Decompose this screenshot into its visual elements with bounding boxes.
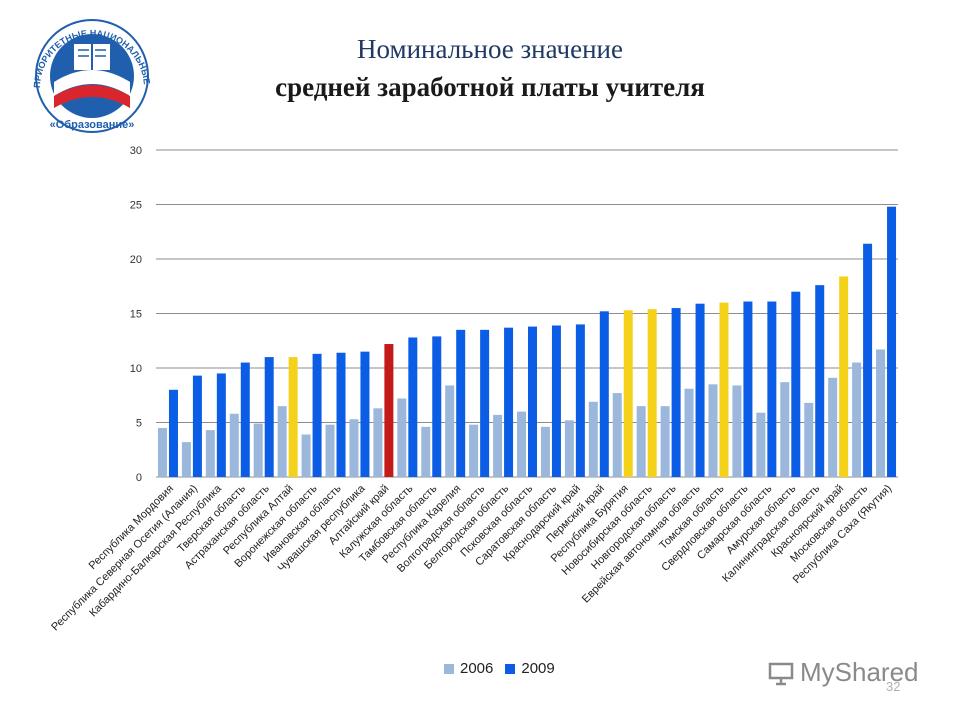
bar-2006 bbox=[588, 401, 598, 477]
watermark-text: MyShared bbox=[800, 657, 919, 687]
y-tick-label: 0 bbox=[136, 472, 142, 484]
bar-2006 bbox=[421, 426, 431, 477]
bar-2006 bbox=[804, 402, 814, 477]
bar-2006 bbox=[612, 393, 622, 477]
bar-2006 bbox=[349, 419, 359, 477]
bar-2009 bbox=[623, 310, 633, 477]
bar-2009 bbox=[360, 351, 370, 477]
bar-2006 bbox=[517, 411, 526, 477]
presentation-icon bbox=[768, 662, 794, 685]
bar-2006 bbox=[828, 377, 838, 477]
bar-2006 bbox=[852, 362, 862, 477]
bar-2009 bbox=[671, 308, 681, 477]
bar-2009 bbox=[456, 329, 466, 477]
bar-2006 bbox=[540, 426, 550, 477]
bar-2009 bbox=[863, 243, 873, 477]
bar-2006 bbox=[732, 385, 742, 477]
y-tick-label: 15 bbox=[130, 309, 142, 321]
legend-label-2006: 2006 bbox=[460, 660, 494, 677]
bar-2009 bbox=[887, 206, 897, 477]
bar-2006 bbox=[756, 412, 766, 477]
chart-legend: 2006 2009 bbox=[444, 660, 567, 677]
bar-2006 bbox=[660, 406, 670, 477]
bar-2006 bbox=[397, 398, 407, 477]
y-tick-label: 20 bbox=[130, 254, 142, 266]
legend-swatch-2006 bbox=[444, 663, 454, 674]
bar-2006 bbox=[181, 442, 191, 477]
bar-2009 bbox=[743, 301, 753, 477]
bar-2006 bbox=[780, 382, 790, 477]
bar-2009 bbox=[312, 353, 322, 477]
bar-2009 bbox=[336, 352, 346, 477]
bar-2009 bbox=[480, 329, 490, 477]
bar-2009 bbox=[528, 326, 537, 477]
logo-bottom-text: «Образование» bbox=[50, 119, 135, 131]
x-tick-label: Республика Северная Осетия (Алания) bbox=[49, 483, 200, 634]
title-line2: средней заработной платы учителя bbox=[275, 72, 705, 102]
bar-2006 bbox=[373, 408, 383, 477]
bar-2009 bbox=[767, 301, 777, 477]
bar-2009 bbox=[599, 311, 609, 477]
bar-2009 bbox=[240, 362, 250, 477]
bar-2006 bbox=[636, 406, 646, 477]
bar-2006 bbox=[445, 385, 455, 477]
bar-2009 bbox=[264, 357, 274, 477]
y-tick-label: 25 bbox=[130, 200, 142, 212]
logo-obrazovanie: ПРИОРИТЕТНЫЕ НАЦИОНАЛЬНЫЕ ПРОЕКТЫ «Образ… bbox=[18, 12, 152, 133]
bar-2009 bbox=[432, 336, 442, 477]
bar-2009 bbox=[719, 302, 729, 477]
bar-2006 bbox=[493, 414, 503, 477]
bar-2006 bbox=[684, 388, 694, 477]
bar-2009 bbox=[168, 389, 178, 477]
legend-swatch-2009 bbox=[505, 663, 516, 674]
bar-2009 bbox=[504, 327, 514, 477]
bar-2009 bbox=[647, 309, 657, 477]
bar-2006 bbox=[157, 427, 167, 477]
y-tick-label: 10 bbox=[130, 363, 142, 375]
bar-2009 bbox=[384, 344, 394, 477]
bar-2009 bbox=[551, 325, 561, 477]
watermark: MyShared bbox=[768, 657, 919, 688]
y-tick-label: 5 bbox=[136, 418, 142, 430]
legend-label-2009: 2009 bbox=[521, 660, 555, 677]
bar-2006 bbox=[469, 424, 479, 477]
bar-2006 bbox=[876, 349, 886, 477]
bar-2006 bbox=[301, 434, 311, 477]
bar-2009 bbox=[791, 291, 801, 477]
bar-2009 bbox=[216, 373, 226, 477]
bar-2009 bbox=[695, 303, 705, 477]
y-tick-label: 30 bbox=[130, 145, 142, 157]
legend-item-2009: 2009 bbox=[505, 660, 555, 677]
bar-2009 bbox=[408, 337, 418, 477]
bar-2009 bbox=[288, 357, 298, 477]
bar-2009 bbox=[839, 276, 849, 477]
bar-2009 bbox=[575, 324, 585, 477]
bar-2006 bbox=[253, 423, 263, 477]
bar-2009 bbox=[192, 375, 202, 477]
bar-2006 bbox=[205, 430, 215, 477]
bar-2009 bbox=[815, 285, 825, 477]
page-number: 32 bbox=[886, 679, 901, 694]
bar-2006 bbox=[325, 424, 335, 477]
bar-2006 bbox=[708, 384, 718, 477]
bar-2006 bbox=[564, 420, 574, 477]
title-line1: Номинальное значение bbox=[357, 34, 623, 64]
bar-2006 bbox=[229, 413, 239, 477]
bar-2006 bbox=[277, 406, 287, 477]
legend-item-2006: 2006 bbox=[444, 660, 493, 677]
